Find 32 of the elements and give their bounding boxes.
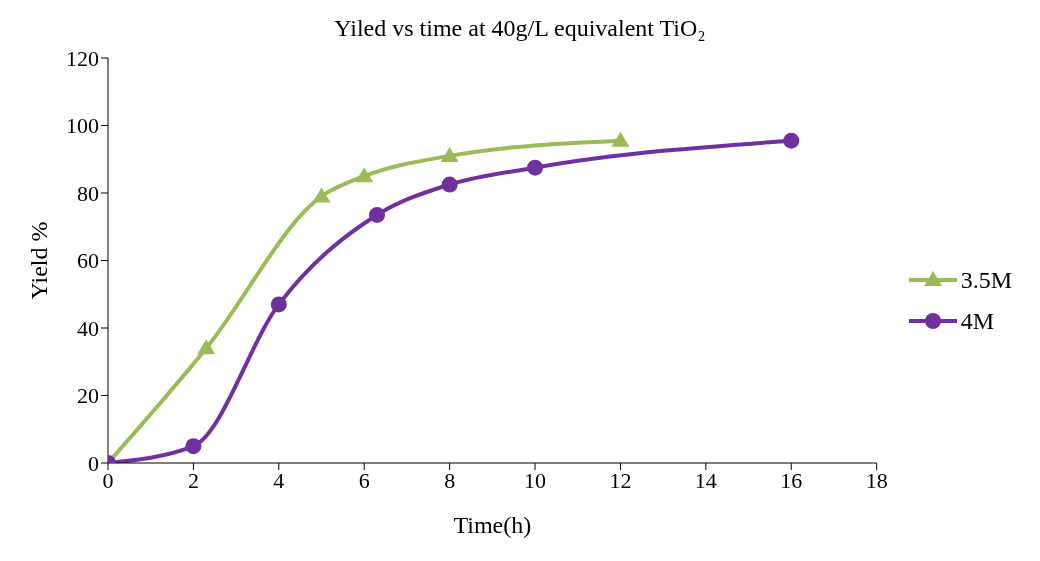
y-tick-label: 60 (77, 248, 99, 274)
x-tick-label: 6 (358, 467, 370, 493)
point (312, 187, 331, 203)
x-axis-title: Time(h) (453, 512, 532, 538)
chart-title: Yiled vs time at 40g/L equivalent TiO₂ (334, 15, 706, 41)
point (185, 438, 202, 455)
y-tick-label: 40 (77, 315, 99, 341)
point (527, 159, 544, 176)
point (783, 132, 800, 149)
y-tick-label: 120 (66, 45, 99, 71)
y-tick-label: 0 (88, 450, 99, 476)
x-tick-label: 2 (187, 467, 199, 493)
point (441, 176, 458, 193)
y-axis-title: Yield % (25, 221, 52, 300)
point (369, 206, 386, 223)
point (270, 296, 287, 313)
x-tick-label: 18 (865, 467, 888, 493)
x-tick-label: 4 (273, 467, 285, 493)
x-tick-label: 16 (780, 467, 803, 493)
point (611, 131, 630, 147)
x-tick-label: 10 (524, 467, 547, 493)
point (355, 167, 374, 183)
point (440, 146, 459, 162)
x-tick-label: 8 (444, 467, 456, 493)
y-tick-label: 100 (66, 113, 99, 139)
legend-label: 4M (960, 307, 994, 335)
x-tick-label: 12 (609, 467, 632, 493)
y-tick-label: 20 (77, 383, 99, 409)
point (197, 339, 216, 355)
legend-label: 3.5M (960, 266, 1012, 294)
x-tick-label: 14 (694, 467, 717, 493)
y-tick-label: 80 (77, 180, 99, 206)
